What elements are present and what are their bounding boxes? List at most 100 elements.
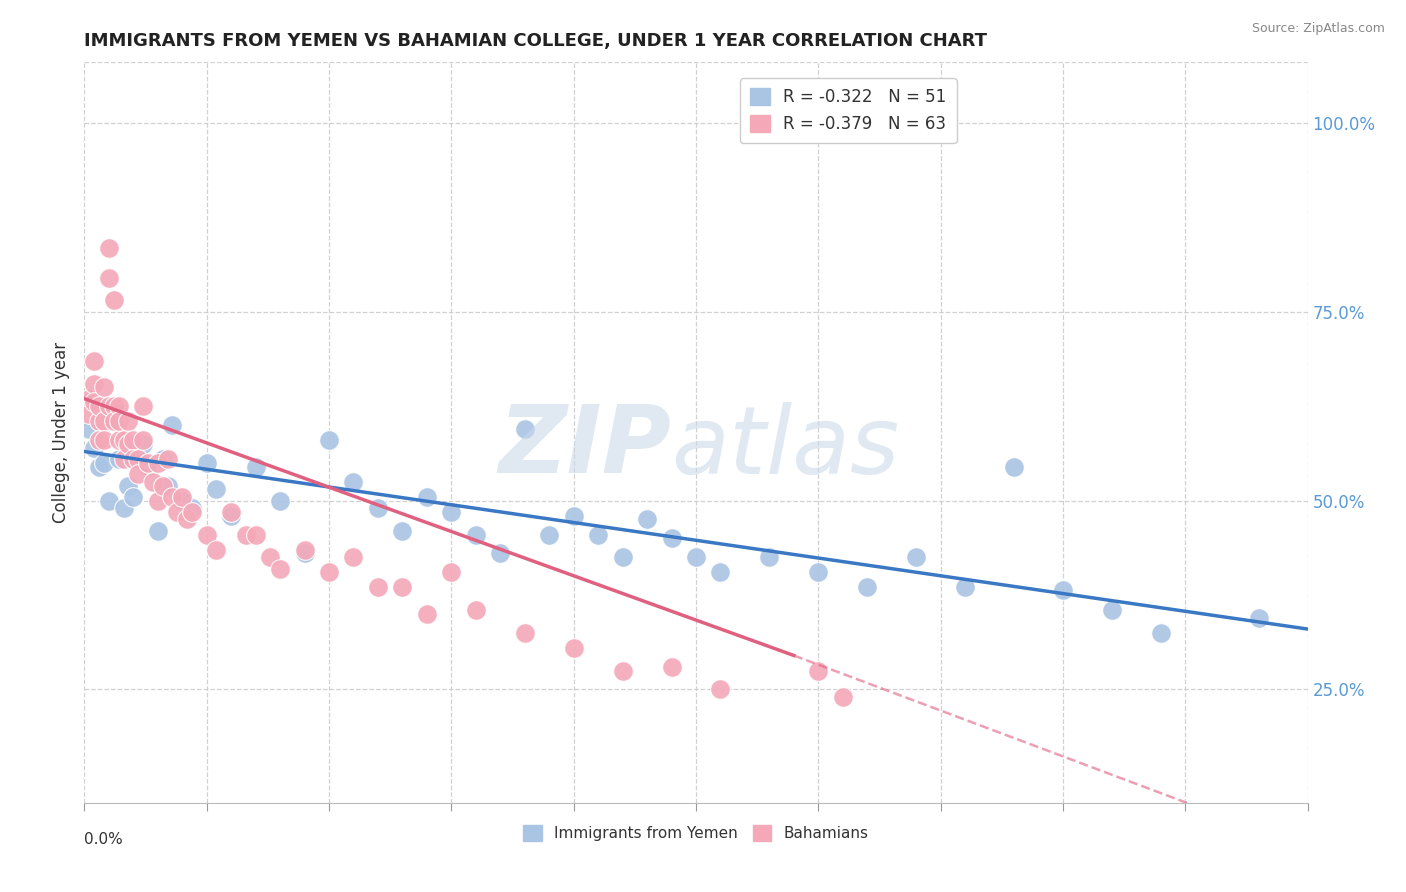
Point [1101,603,1123,617]
Point [83,395,105,409]
Point [162,490,184,504]
Point [87,433,110,447]
Point [87,414,110,428]
Point [77,407,100,421]
Point [318,433,340,447]
Point [172,490,194,504]
Point [195,456,218,470]
Point [103,414,125,428]
Point [77,422,100,436]
Point [259,550,281,565]
Point [269,561,291,575]
Point [636,512,658,526]
Point [83,376,105,391]
Point [83,354,105,368]
Point [127,467,149,482]
Point [513,422,536,436]
Point [294,547,316,561]
Point [513,625,536,640]
Point [342,550,364,565]
Point [132,433,155,447]
Point [245,459,267,474]
Point [107,452,129,467]
Point [172,493,194,508]
Point [152,452,174,467]
Point [685,550,707,565]
Point [391,581,413,595]
Point [269,493,291,508]
Point [586,527,609,541]
Point [205,483,228,497]
Point [562,508,585,523]
Point [219,508,242,523]
Point [107,414,129,428]
Point [97,241,120,255]
Point [117,414,139,428]
Point [416,607,439,621]
Text: Source: ZipAtlas.com: Source: ZipAtlas.com [1251,22,1385,36]
Point [1002,459,1025,474]
Text: IMMIGRANTS FROM YEMEN VS BAHAMIAN COLLEGE, UNDER 1 YEAR CORRELATION CHART: IMMIGRANTS FROM YEMEN VS BAHAMIAN COLLEG… [84,32,987,50]
Point [162,418,184,433]
Point [127,452,149,467]
Point [905,550,928,565]
Point [661,532,683,546]
Point [103,293,125,308]
Point [93,433,115,447]
Point [1150,625,1173,640]
Point [122,433,145,447]
Point [122,452,145,467]
Point [93,380,115,394]
Point [464,603,486,617]
Point [612,664,634,678]
Point [1247,611,1270,625]
Point [464,527,486,541]
Point [661,660,683,674]
Point [612,550,634,565]
Point [146,493,169,508]
Point [391,524,413,538]
Point [758,550,780,565]
Point [205,542,228,557]
Point [294,542,316,557]
Point [562,640,585,655]
Point [342,475,364,489]
Point [87,459,110,474]
Legend: Immigrants from Yemen, Bahamians: Immigrants from Yemen, Bahamians [517,819,875,847]
Point [142,475,165,489]
Point [235,527,257,541]
Point [176,512,198,526]
Point [709,566,731,580]
Point [97,493,120,508]
Point [136,459,159,474]
Point [132,437,155,451]
Point [1052,582,1074,597]
Text: ZIP: ZIP [499,401,672,493]
Point [219,505,242,519]
Point [367,581,389,595]
Point [166,505,188,519]
Point [181,501,204,516]
Point [856,581,879,595]
Point [440,566,463,580]
Point [117,437,139,451]
Point [416,490,439,504]
Point [489,547,512,561]
Point [953,581,976,595]
Point [136,456,159,470]
Point [117,478,139,492]
Point [807,566,830,580]
Point [97,399,120,413]
Point [112,501,135,516]
Point [132,399,155,413]
Point [152,478,174,492]
Point [538,527,561,541]
Point [77,392,100,406]
Point [83,441,105,455]
Point [709,682,731,697]
Point [245,527,267,541]
Point [93,414,115,428]
Point [807,664,830,678]
Point [146,524,169,538]
Point [87,399,110,413]
